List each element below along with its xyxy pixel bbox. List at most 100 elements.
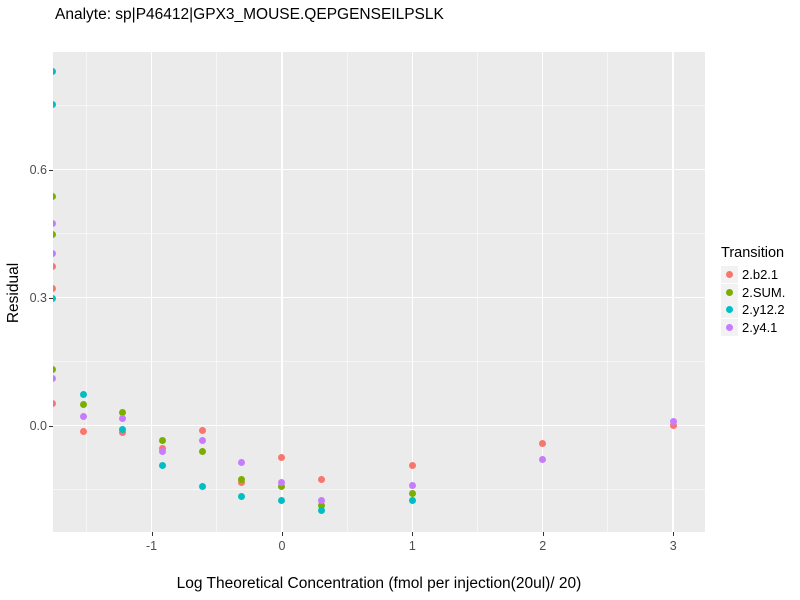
legend-key — [721, 301, 738, 319]
y-axis-title: Residual — [5, 262, 22, 324]
gridline-minor-y — [53, 361, 705, 363]
data-point-2.y12.2 — [53, 294, 56, 302]
data-point-2.y12.2 — [80, 391, 88, 399]
x-axis-title: Log Theoretical Concentration (fmol per … — [176, 575, 582, 592]
gridline-major-y — [53, 169, 705, 171]
data-point-2.b2.1 — [53, 262, 56, 270]
legend-item-label: 2.y4.1 — [742, 319, 778, 335]
data-point-2.SUM. — [53, 230, 56, 238]
gridline-major-x — [150, 52, 153, 532]
legend-item-2.y12.2: 2.y12.2 — [721, 301, 785, 319]
gridline-minor-x — [216, 52, 218, 532]
legend-point-icon — [726, 306, 733, 314]
data-point-2.y4.1 — [80, 413, 88, 421]
data-point-2.y12.2 — [238, 492, 246, 500]
data-point-2.y12.2 — [53, 101, 56, 109]
data-point-2.y4.1 — [539, 455, 547, 463]
legend-title: Transition — [721, 245, 785, 261]
gridline-minor-x — [85, 52, 87, 532]
gridline-minor-x — [477, 52, 479, 532]
x-tick-label: -1 — [146, 539, 158, 553]
x-tick-mark — [542, 532, 544, 536]
legend-key — [721, 266, 738, 284]
data-point-2.y12.2 — [158, 462, 166, 470]
gridline-minor-y — [53, 489, 705, 491]
data-point-2.y4.1 — [408, 481, 416, 489]
data-point-2.SUM. — [238, 475, 246, 483]
data-point-2.y12.2 — [53, 68, 56, 76]
legend-point-icon — [726, 271, 733, 279]
data-point-2.y4.1 — [53, 249, 56, 257]
legend-item-2.y4.1: 2.y4.1 — [721, 318, 785, 337]
gridline-minor-x — [346, 52, 348, 532]
data-point-2.b2.1 — [408, 461, 416, 469]
x-tick-label: 0 — [278, 539, 286, 553]
x-tick-label: 1 — [408, 539, 416, 553]
x-tick-label: 3 — [669, 539, 677, 553]
data-point-2.SUM. — [198, 448, 206, 456]
data-point-2.b2.1 — [53, 400, 56, 408]
data-point-2.b2.1 — [317, 476, 325, 484]
y-tick-mark — [49, 169, 53, 171]
gridline-major-x — [672, 52, 674, 532]
y-tick-mark — [49, 425, 53, 427]
legend-item-2.SUM.: 2.SUM. — [721, 283, 786, 302]
legend-item-label: 2.SUM. — [742, 284, 786, 300]
legend: Transition 2.b2.1 2.SUM. 2.y12.2 2.y4.1 — [721, 245, 785, 336]
data-point-2.y4.1 — [238, 458, 246, 466]
data-point-2.SUM. — [119, 409, 127, 417]
data-point-2.y12.2 — [278, 497, 286, 505]
x-tick-mark — [412, 532, 414, 536]
gridline-major-x — [542, 52, 544, 532]
gridline-major-y — [53, 297, 705, 299]
data-point-2.SUM. — [53, 365, 56, 373]
data-point-2.y4.1 — [119, 415, 127, 423]
data-point-2.y4.1 — [53, 220, 56, 228]
data-point-2.SUM. — [158, 437, 166, 445]
data-point-2.y12.2 — [119, 426, 127, 434]
data-point-2.y4.1 — [198, 437, 206, 445]
gridline-major-x — [411, 52, 414, 532]
x-tick-mark — [673, 532, 675, 536]
data-point-2.b2.1 — [278, 454, 286, 462]
x-tick-mark — [281, 532, 283, 536]
legend-key — [721, 318, 738, 336]
gridline-minor-y — [53, 105, 705, 107]
data-point-2.y4.1 — [158, 448, 166, 456]
x-tick-label: 2 — [539, 539, 547, 553]
x-tick-mark — [151, 532, 153, 536]
legend-point-icon — [726, 288, 733, 296]
legend-item-label: 2.y12.2 — [742, 302, 785, 318]
gridline-major-y — [53, 425, 705, 427]
data-point-2.SUM. — [278, 483, 286, 491]
gridline-minor-y — [53, 233, 705, 235]
data-point-2.SUM. — [408, 489, 416, 497]
data-point-2.y12.2 — [317, 506, 325, 514]
data-point-2.SUM. — [317, 501, 325, 509]
y-tick-label: 0.6 — [29, 162, 47, 177]
gridline-major-x — [281, 52, 283, 532]
plot-title: Analyte: sp|P46412|GPX3_MOUSE.QEPGENSEIL… — [55, 6, 444, 23]
data-point-2.y4.1 — [53, 374, 56, 382]
data-point-2.SUM. — [80, 401, 88, 409]
data-point-2.y4.1 — [669, 418, 677, 426]
y-tick-label: 0.0 — [29, 418, 47, 433]
gridline-minor-x — [607, 52, 609, 532]
data-point-2.b2.1 — [53, 284, 56, 292]
data-point-2.y12.2 — [408, 496, 416, 504]
data-point-2.b2.1 — [80, 428, 88, 436]
legend-item-2.b2.1: 2.b2.1 — [721, 266, 785, 284]
y-tick-label: 0.3 — [29, 290, 47, 305]
data-point-2.y12.2 — [198, 483, 206, 491]
legend-key — [721, 283, 738, 301]
legend-items: 2.b2.1 2.SUM. 2.y12.2 2.y4.1 — [721, 266, 785, 336]
data-point-2.SUM. — [53, 192, 56, 200]
data-point-2.b2.1 — [539, 440, 547, 448]
data-point-2.y4.1 — [317, 497, 325, 505]
y-tick-mark — [49, 297, 53, 299]
data-point-2.y4.1 — [278, 478, 286, 486]
data-point-2.b2.1 — [669, 422, 677, 430]
plot-panel — [53, 52, 705, 532]
legend-item-label: 2.b2.1 — [742, 267, 779, 283]
data-point-2.b2.1 — [198, 427, 206, 435]
